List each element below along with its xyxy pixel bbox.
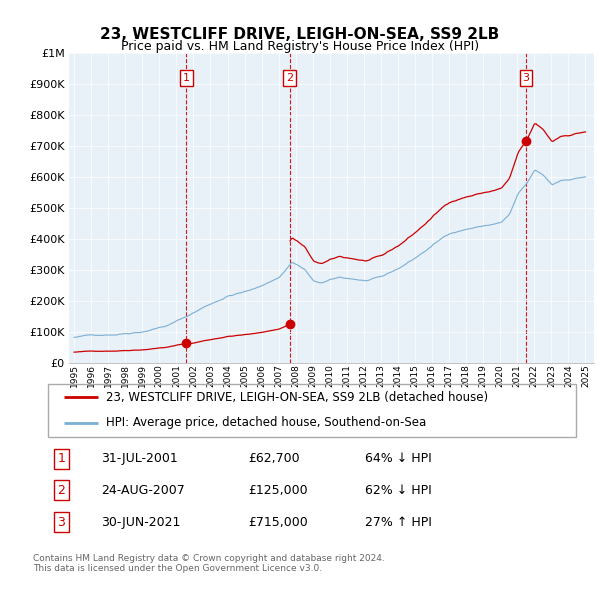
- Text: 62% ↓ HPI: 62% ↓ HPI: [365, 484, 431, 497]
- Text: 3: 3: [523, 73, 529, 83]
- Text: 24-AUG-2007: 24-AUG-2007: [101, 484, 185, 497]
- Text: 1: 1: [57, 452, 65, 465]
- Text: 64% ↓ HPI: 64% ↓ HPI: [365, 452, 431, 465]
- Text: £715,000: £715,000: [248, 516, 308, 529]
- Text: 1: 1: [183, 73, 190, 83]
- Text: 23, WESTCLIFF DRIVE, LEIGH-ON-SEA, SS9 2LB: 23, WESTCLIFF DRIVE, LEIGH-ON-SEA, SS9 2…: [100, 27, 500, 42]
- Text: 31-JUL-2001: 31-JUL-2001: [101, 452, 178, 465]
- Text: £125,000: £125,000: [248, 484, 308, 497]
- Text: 30-JUN-2021: 30-JUN-2021: [101, 516, 180, 529]
- Text: 2: 2: [57, 484, 65, 497]
- Text: HPI: Average price, detached house, Southend-on-Sea: HPI: Average price, detached house, Sout…: [106, 417, 427, 430]
- Text: 3: 3: [57, 516, 65, 529]
- Text: £62,700: £62,700: [248, 452, 300, 465]
- Text: Price paid vs. HM Land Registry's House Price Index (HPI): Price paid vs. HM Land Registry's House …: [121, 40, 479, 53]
- Text: 2: 2: [286, 73, 293, 83]
- Text: 23, WESTCLIFF DRIVE, LEIGH-ON-SEA, SS9 2LB (detached house): 23, WESTCLIFF DRIVE, LEIGH-ON-SEA, SS9 2…: [106, 391, 488, 404]
- Text: This data is licensed under the Open Government Licence v3.0.: This data is licensed under the Open Gov…: [33, 564, 322, 573]
- Text: Contains HM Land Registry data © Crown copyright and database right 2024.: Contains HM Land Registry data © Crown c…: [33, 554, 385, 563]
- Text: 27% ↑ HPI: 27% ↑ HPI: [365, 516, 431, 529]
